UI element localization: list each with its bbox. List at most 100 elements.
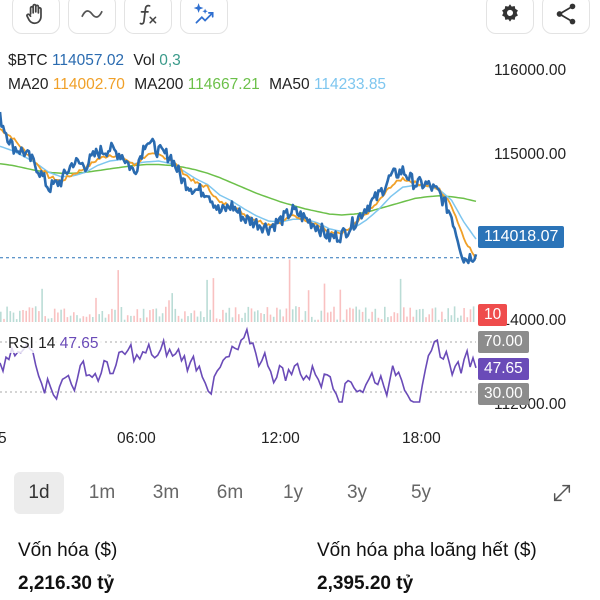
volume-bar <box>25 310 27 322</box>
period-1m[interactable]: 1m <box>88 482 116 503</box>
volume-bar <box>199 311 202 322</box>
volume-bar <box>409 307 411 322</box>
curve-icon <box>81 10 103 18</box>
volume-bar <box>269 314 272 322</box>
volume-bar <box>431 308 434 322</box>
volume-bar <box>152 309 154 322</box>
volume-bar <box>428 314 430 322</box>
ma20-value: 114002.70 <box>52 76 125 93</box>
volume-bar <box>307 290 310 322</box>
period-3y[interactable]: 3y <box>346 482 368 503</box>
period-3m[interactable]: 3m <box>152 482 180 503</box>
volume-bar <box>364 307 367 322</box>
symbol-label: $BTC <box>8 52 48 69</box>
volume-bar <box>149 310 151 322</box>
volume-bar <box>73 312 75 322</box>
volume-bar <box>260 313 262 322</box>
volume-bar <box>241 317 243 322</box>
volume-bar <box>257 310 259 322</box>
volume-bar <box>393 312 396 322</box>
volume-bar <box>79 318 81 322</box>
market-cap-value: 2,216.30 tỷ <box>18 573 115 594</box>
volume-bar <box>291 309 294 322</box>
indicators-button[interactable] <box>124 0 172 34</box>
volume-bar <box>418 309 421 322</box>
volume-bar <box>126 315 129 322</box>
volume-bar <box>368 318 370 322</box>
volume-bar <box>98 314 100 322</box>
volume-bar <box>142 308 145 322</box>
volume-bar <box>76 315 78 322</box>
function-icon <box>139 4 157 25</box>
rsi-line <box>0 326 477 403</box>
volume-bar <box>422 308 424 322</box>
expand-icon <box>553 484 571 502</box>
volume-bar <box>399 278 402 322</box>
price-axis-label: 116000.00 <box>494 62 567 79</box>
volume-bar <box>380 319 383 322</box>
ma200-label: MA200 <box>134 76 184 93</box>
volume-bar <box>349 307 351 322</box>
volume-bar <box>219 319 221 322</box>
volume-bar <box>174 308 177 322</box>
volume-bar <box>250 308 253 322</box>
volume-bar <box>387 317 389 322</box>
period-5y[interactable]: 5y <box>410 482 432 503</box>
volume-bar <box>53 308 56 322</box>
hand-tool-button[interactable] <box>12 0 60 34</box>
price-axis-label: 115000.00 <box>494 146 567 163</box>
x-axis-label: 5 <box>0 430 7 447</box>
volume-bar <box>463 308 465 322</box>
volume-bar <box>361 311 364 322</box>
price-chart[interactable] <box>0 40 600 420</box>
volume-bar <box>130 315 132 322</box>
volume-bar <box>336 319 338 322</box>
period-6m[interactable]: 6m <box>216 482 244 503</box>
volume-bar <box>234 307 237 322</box>
price-axis-label: 114000.00 <box>494 312 567 329</box>
volume-bar <box>184 311 186 322</box>
share-icon <box>556 3 576 25</box>
volume-bar <box>209 309 211 322</box>
rsi-legend-value: 47.65 <box>59 335 99 352</box>
volume-bar <box>101 311 104 322</box>
volume-bar <box>63 308 66 322</box>
volume-bar <box>374 308 377 322</box>
market-cap-label: Vốn hóa ($) <box>18 540 118 561</box>
volume-bar <box>345 309 348 322</box>
settings-button[interactable] <box>486 0 534 34</box>
ai-analysis-button[interactable] <box>180 0 228 34</box>
ma200-line <box>0 162 477 216</box>
volume-bar <box>457 317 459 322</box>
volume-bar <box>187 316 189 322</box>
volume-bar <box>469 309 472 322</box>
volume-bar <box>412 316 415 322</box>
volume-bar <box>323 283 326 322</box>
sparkle-icon <box>193 3 214 24</box>
volume-bar <box>57 312 59 322</box>
volume-bar <box>304 311 307 322</box>
ma20-line <box>0 128 477 260</box>
rsi-legend: RSI 14 47.65 <box>8 335 104 353</box>
volume-bar <box>180 318 183 322</box>
share-button[interactable] <box>542 0 590 34</box>
volume-bar <box>44 316 46 322</box>
period-1y[interactable]: 1y <box>282 482 304 503</box>
ma20-label: MA20 <box>8 76 49 93</box>
volume-bar <box>123 319 126 322</box>
volume-badge: 10 <box>478 304 508 326</box>
volume-bar <box>415 309 418 322</box>
volume-bar <box>247 306 250 322</box>
gear-icon <box>502 4 518 22</box>
volume-bar <box>88 314 91 322</box>
volume-bar <box>85 316 88 322</box>
volume-bar <box>155 308 158 322</box>
rsi-value-badge: 47.65 <box>478 358 529 380</box>
period-1d[interactable]: 1d <box>14 472 64 514</box>
trend-line-button[interactable] <box>68 0 116 34</box>
volume-bar <box>177 315 180 322</box>
volume-bar <box>450 315 453 322</box>
volume-bar <box>285 308 288 322</box>
fullscreen-button[interactable] <box>544 472 580 514</box>
volume-bar <box>272 316 275 322</box>
